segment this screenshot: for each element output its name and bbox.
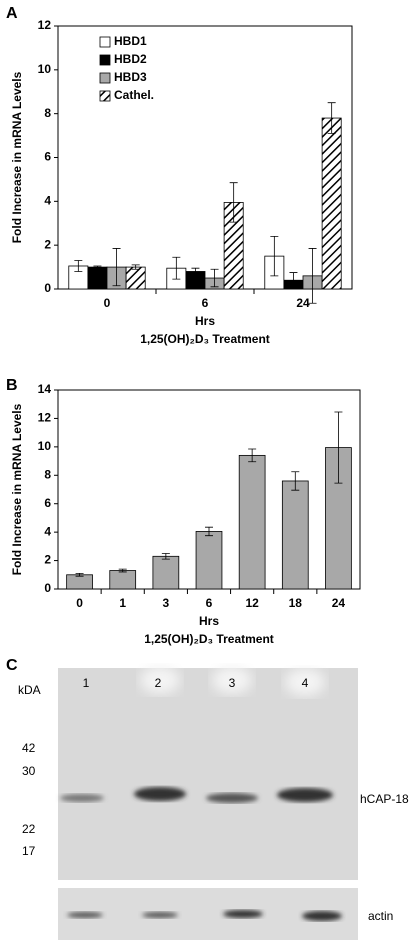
error-bar (205, 526, 213, 537)
error-bar (191, 267, 200, 276)
marker: 22 (22, 822, 36, 836)
x-axis-label: Hrs (195, 314, 215, 328)
unit: kDA (18, 683, 41, 697)
y-tick-label: 4 (44, 524, 51, 538)
x-axis-label: 1,25(OH)₂D₃ Treatment (144, 632, 274, 646)
error-bar (334, 411, 343, 484)
y-tick-label: 6 (44, 150, 51, 164)
y-axis-label: Fold Increase in mRNA Levels (10, 403, 24, 575)
bar (125, 266, 146, 290)
error-bar (270, 236, 279, 277)
band (142, 912, 178, 918)
band (277, 788, 333, 802)
bar (152, 555, 180, 590)
x-axis-label: Hrs (199, 614, 219, 628)
y-tick-label: 2 (44, 553, 51, 567)
panel-label: B (6, 377, 18, 394)
band (60, 794, 104, 802)
y-tick-label: 12 (38, 18, 52, 32)
x-tick-label: 1 (119, 596, 126, 610)
y-tick-label: 10 (38, 62, 52, 76)
y-tick-label: 0 (44, 281, 51, 295)
error-bar (289, 272, 298, 289)
error-bar (112, 248, 121, 287)
legend-label: HBD3 (114, 70, 147, 84)
x-tick-label: 0 (76, 596, 83, 610)
lane-label: 4 (302, 676, 309, 690)
legend-swatch (99, 72, 111, 84)
band (206, 793, 258, 803)
error-bar (172, 256, 181, 280)
panel-label: C (6, 657, 18, 674)
error-bar (74, 260, 83, 272)
x-tick-label: 24 (332, 596, 346, 610)
legend-swatch (99, 54, 111, 66)
y-tick-label: 8 (44, 467, 51, 481)
x-tick-label: 12 (245, 596, 259, 610)
band-label: hCAP-18 (360, 792, 409, 806)
x-tick-label: 24 (296, 296, 310, 310)
error-bar (291, 471, 300, 491)
marker: 17 (22, 844, 36, 858)
well (140, 666, 180, 694)
error-bar (327, 102, 336, 134)
y-axis-label: Fold Increase in mRNA Levels (10, 71, 24, 243)
error-bar (118, 568, 127, 573)
band (302, 911, 342, 921)
y-tick-label: 8 (44, 106, 51, 120)
x-tick-label: 6 (202, 296, 209, 310)
band (134, 787, 186, 801)
lane-label: 3 (229, 676, 236, 690)
well (212, 666, 252, 694)
y-tick-label: 4 (44, 194, 51, 208)
legend-label: HBD2 (114, 52, 147, 66)
band (67, 912, 103, 918)
blot: C kDA 1 2 3 4 42 30 22 17 hCAP-18 actin (6, 657, 409, 940)
y-tick-label: 0 (44, 581, 51, 595)
x-tick-label: 0 (104, 296, 111, 310)
x-tick-label: 6 (206, 596, 213, 610)
y-tick-label: 2 (44, 237, 51, 251)
y-tick-label: 14 (38, 382, 52, 396)
legend-label: HBD1 (114, 34, 147, 48)
marker: 30 (22, 764, 36, 778)
lane-label: 2 (155, 676, 162, 690)
bar (87, 266, 108, 290)
bar (321, 117, 342, 290)
lane-label: 1 (83, 676, 90, 690)
x-tick-label: 3 (163, 596, 170, 610)
bar (238, 454, 266, 590)
panel-label: A (6, 5, 18, 22)
plot-frame (57, 25, 353, 290)
y-tick-label: 10 (38, 439, 52, 453)
marker: 42 (22, 741, 36, 755)
x-tick-label: 18 (289, 596, 303, 610)
y-tick-label: 12 (38, 411, 52, 425)
error-bar (248, 448, 257, 463)
bar (281, 480, 309, 590)
bar (109, 570, 137, 590)
x-axis-label: 1,25(OH)₂D₃ Treatment (140, 332, 270, 346)
error-bar (308, 248, 317, 304)
y-tick-label: 6 (44, 496, 51, 510)
gel-upper (58, 668, 358, 880)
error-bar (229, 182, 238, 223)
band-label: actin (368, 909, 393, 923)
error-bar (131, 264, 140, 270)
bar (195, 531, 223, 590)
error-bar (75, 572, 84, 577)
error-bar (93, 265, 102, 269)
legend-label: Cathel. (114, 88, 154, 102)
well (285, 668, 325, 696)
legend-swatch (99, 90, 111, 102)
band (223, 910, 263, 918)
bar (66, 574, 93, 590)
legend-swatch (99, 36, 111, 48)
error-bar (161, 553, 170, 560)
error-bar (210, 268, 219, 288)
